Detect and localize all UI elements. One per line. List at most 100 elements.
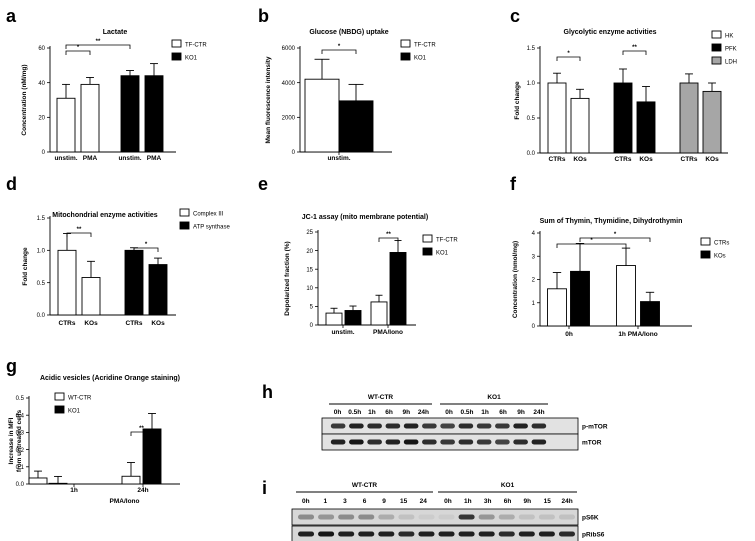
panel-letter-a: a xyxy=(6,6,17,26)
bar xyxy=(80,83,100,153)
legend-swatch xyxy=(711,30,722,39)
legend-swatch xyxy=(54,405,65,414)
blot-band xyxy=(531,423,547,429)
y-tick-label: 0.5 xyxy=(16,396,25,402)
significance-mark: ** xyxy=(77,227,82,233)
legend-swatch xyxy=(179,221,190,230)
blot-lane-label: 6h xyxy=(385,409,393,416)
legend-swatch xyxy=(179,208,190,217)
bar xyxy=(370,301,388,326)
blot-band xyxy=(458,514,475,520)
blot-band xyxy=(476,423,492,429)
significance-mark: * xyxy=(77,45,80,51)
legend-label: TF-CTR xyxy=(185,43,207,49)
chart-acidic-vesicles: Acidic vesicles (Acridine Orange stainin… xyxy=(8,375,180,505)
y-tick-label: 0.2 xyxy=(16,448,25,454)
bar xyxy=(344,310,362,326)
blot-row-label: p-mTOR xyxy=(582,424,608,431)
blot-band xyxy=(513,439,528,445)
blot-band xyxy=(478,514,495,520)
x-axis-label: PMA/Iono xyxy=(110,498,140,505)
blot-band xyxy=(330,423,346,429)
blot-lane-label: 3 xyxy=(343,498,347,505)
bar xyxy=(28,477,48,485)
blot-band xyxy=(458,531,475,537)
blot-lane-label: 1h xyxy=(464,498,472,505)
blot-band xyxy=(440,423,455,429)
significance-mark: * xyxy=(338,44,341,50)
blot-row-label: mTOR xyxy=(582,440,602,447)
blot-band xyxy=(440,439,455,445)
y-tick-label: 2000 xyxy=(282,116,296,122)
panel-letter-f: f xyxy=(510,174,517,194)
blot-band xyxy=(403,423,419,429)
significance-bracket xyxy=(622,50,647,55)
blot-membrane xyxy=(291,508,579,526)
legend-label: HK xyxy=(725,34,733,40)
blot-band xyxy=(367,423,382,429)
blot-band xyxy=(495,439,510,445)
x-tick-label: PMA xyxy=(147,155,162,162)
y-axis-label: Concentration (nM/mg) xyxy=(21,64,28,135)
blot-band xyxy=(478,531,495,537)
significance-bracket xyxy=(65,50,91,55)
blot-band xyxy=(498,531,515,537)
y-tick-label: 0 xyxy=(310,323,314,329)
blot-band xyxy=(378,531,395,537)
y-axis-label: Concentration (nmol/mg) xyxy=(512,241,519,318)
y-tick-label: 4 xyxy=(532,231,536,237)
bar xyxy=(679,82,699,154)
bar xyxy=(570,97,590,154)
blot-row-label: pS6K xyxy=(582,515,599,522)
blot-band xyxy=(330,439,346,445)
blot-band xyxy=(349,423,364,429)
blot-band xyxy=(418,531,435,537)
bar xyxy=(124,249,144,316)
bar xyxy=(570,270,590,327)
bar xyxy=(81,277,101,316)
legend-label: KO1 xyxy=(185,56,198,62)
x-group-label: 0h xyxy=(565,331,573,338)
y-tick-label: 0.4 xyxy=(16,413,25,419)
x-tick-label: CTRs xyxy=(59,320,76,327)
legend-label: Complex III xyxy=(193,212,224,218)
y-tick-label: 60 xyxy=(38,46,45,52)
legend-label: KO1 xyxy=(414,56,427,62)
y-axis-label: Depolarized fraction (%) xyxy=(284,241,291,315)
chart-title: Lactate xyxy=(103,29,128,36)
legend-label: KO1 xyxy=(436,251,449,257)
blot-band xyxy=(298,514,315,520)
y-axis-label: Fold change xyxy=(22,247,29,286)
blot-band xyxy=(531,439,547,445)
blot-lane-label: 9h xyxy=(517,409,525,416)
legend-swatch xyxy=(700,250,711,259)
bar xyxy=(56,97,76,153)
panel-letter-h: h xyxy=(262,382,273,402)
y-tick-label: 15 xyxy=(306,267,313,273)
y-axis-label-line: Increase in MFI xyxy=(8,417,15,464)
panel-letter-c: c xyxy=(510,6,520,26)
legend-label: TF-CTR xyxy=(414,43,436,49)
blot-lane-label: 9h xyxy=(402,409,410,416)
legend-label: LDH xyxy=(725,60,737,66)
blot-band xyxy=(422,439,437,445)
bar xyxy=(547,82,567,154)
blot-lane-label: 9 xyxy=(382,498,386,505)
y-tick-label: 25 xyxy=(306,230,313,236)
blot-group-label: KO1 xyxy=(487,394,501,401)
bar xyxy=(121,475,141,485)
blot-band xyxy=(476,439,492,445)
blot-lane-label: 9h xyxy=(524,498,532,505)
bar xyxy=(613,82,633,154)
legend-swatch xyxy=(54,392,65,401)
blot-band xyxy=(438,531,455,537)
legend-label: TF-CTR xyxy=(436,238,458,244)
y-axis-label-line: from untreated cells xyxy=(16,410,23,473)
bar xyxy=(702,90,722,154)
blot-lane-label: 0h xyxy=(302,498,310,505)
y-tick-label: 5 xyxy=(310,305,314,311)
panel-letter-d: d xyxy=(6,174,17,194)
y-tick-label: 0.0 xyxy=(527,151,536,157)
blot-band xyxy=(318,531,335,537)
y-tick-label: 20 xyxy=(306,249,313,255)
